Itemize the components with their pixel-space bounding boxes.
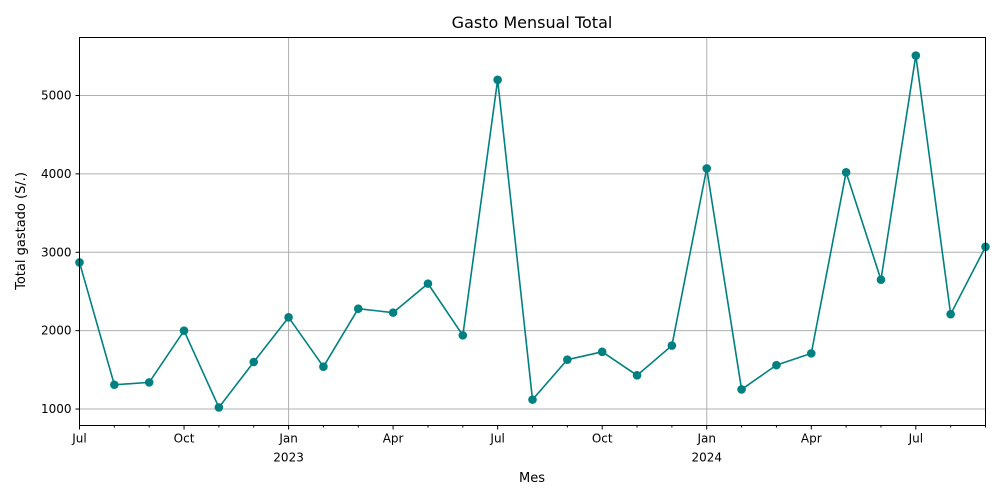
series-spending [75, 51, 990, 412]
data-point [632, 371, 642, 380]
x-tick-label: Jul [908, 432, 923, 446]
data-point [806, 349, 816, 358]
x-tick-label: Oct [592, 432, 613, 446]
data-point [458, 331, 468, 340]
data-point [353, 304, 363, 314]
data-point [319, 362, 328, 372]
data-point [702, 164, 712, 173]
data-point [737, 385, 746, 394]
data-point [214, 403, 224, 412]
data-point [528, 395, 537, 404]
x-tick-year-label: 2024 [691, 451, 722, 465]
x-tick-year-label: 2023 [273, 451, 304, 465]
y-axis-label: Total gastado (S/.) [14, 172, 29, 291]
x-axis-label: Mes [519, 471, 545, 486]
data-point [772, 360, 781, 370]
y-tick-label: 3000 [41, 245, 72, 259]
x-tick-label: Oct [174, 432, 195, 446]
data-point [876, 275, 886, 285]
y-tick-label: 2000 [41, 324, 72, 338]
data-point [144, 378, 154, 387]
data-point [911, 51, 921, 60]
data-point [841, 168, 851, 177]
chart-title: Gasto Mensual Total [452, 13, 613, 32]
x-axis-ticks: Jul Oct Jan 2023 Apr Jul Oct Jan 2024 Apr Jul [71, 425, 986, 465]
x-tick-label: Jul [489, 432, 504, 446]
data-point [284, 313, 293, 322]
data-point [423, 279, 433, 288]
x-gridlines [288, 37, 708, 426]
x-tick-label: Jul [71, 432, 86, 446]
y-tick-label: 4000 [41, 167, 72, 181]
data-point [388, 308, 398, 317]
data-point [249, 357, 259, 367]
data-point [110, 380, 119, 390]
data-point [667, 341, 677, 350]
x-tick-label: Apr [383, 432, 404, 446]
y-tick-label: 5000 [41, 89, 72, 103]
y-tick-label: 1000 [41, 402, 72, 416]
series-line [78, 54, 987, 409]
x-tick-label: Apr [801, 432, 822, 446]
data-point [179, 326, 189, 335]
y-axis-ticks: 1000 2000 3000 4000 5000 [41, 89, 80, 416]
y-gridlines [79, 95, 986, 410]
x-tick-label: Jan [278, 432, 298, 446]
data-point [597, 347, 607, 357]
data-point [946, 309, 955, 319]
data-point [493, 75, 502, 85]
data-point [563, 355, 572, 364]
x-tick-label: Jan [696, 432, 716, 446]
